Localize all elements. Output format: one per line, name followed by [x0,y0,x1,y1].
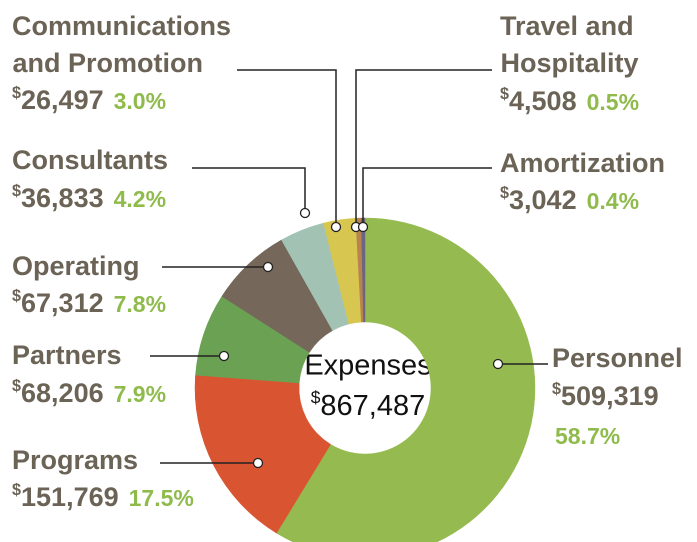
slice [194,374,331,534]
amount-label: $3,042 [500,184,577,215]
percent-label: 58.7% [555,423,620,449]
category-label: Travel and Hospitality [493,11,639,78]
center-total: $867,487 [311,387,426,422]
percent-label: 17.5% [129,485,194,511]
category-label: Consultants [12,145,168,175]
category-label: Amortization [500,148,665,178]
amount-label: $36,833 [12,182,104,213]
category-label: Partners [12,340,122,370]
leader-dot [299,207,311,219]
leader-line [192,167,306,213]
amount-label: $4,508 [500,85,577,116]
amount-label: $151,769 [12,481,119,512]
category-label: Communications and Promotion [5,11,231,78]
slices [194,217,536,542]
percent-label: 4.2% [114,186,166,212]
amount-label: $509,319 [552,380,659,411]
percent-label: 0.5% [587,89,639,115]
percent-label: 7.9% [114,381,166,407]
center-label: Expenses [304,350,431,382]
amount-label: $67,312 [12,287,104,318]
percent-label: 0.4% [587,188,639,214]
amount-label: $26,497 [12,84,104,115]
leader-dot [262,261,274,273]
leader-dot [492,358,504,370]
category-label: Personnel [552,343,683,373]
leader-line [355,69,492,227]
leader-line [237,69,337,227]
slice [276,217,536,542]
category-label: Programs [12,445,138,475]
percent-label: 7.8% [114,291,166,317]
percent-label: 3.0% [114,88,166,114]
leader-dot [218,350,230,362]
leader-dot [357,221,369,233]
category-label: Operating [12,251,140,281]
leader-dot [252,457,264,469]
amount-label: $68,206 [12,377,104,408]
leader-dot [330,221,342,233]
leader-line [362,167,492,227]
